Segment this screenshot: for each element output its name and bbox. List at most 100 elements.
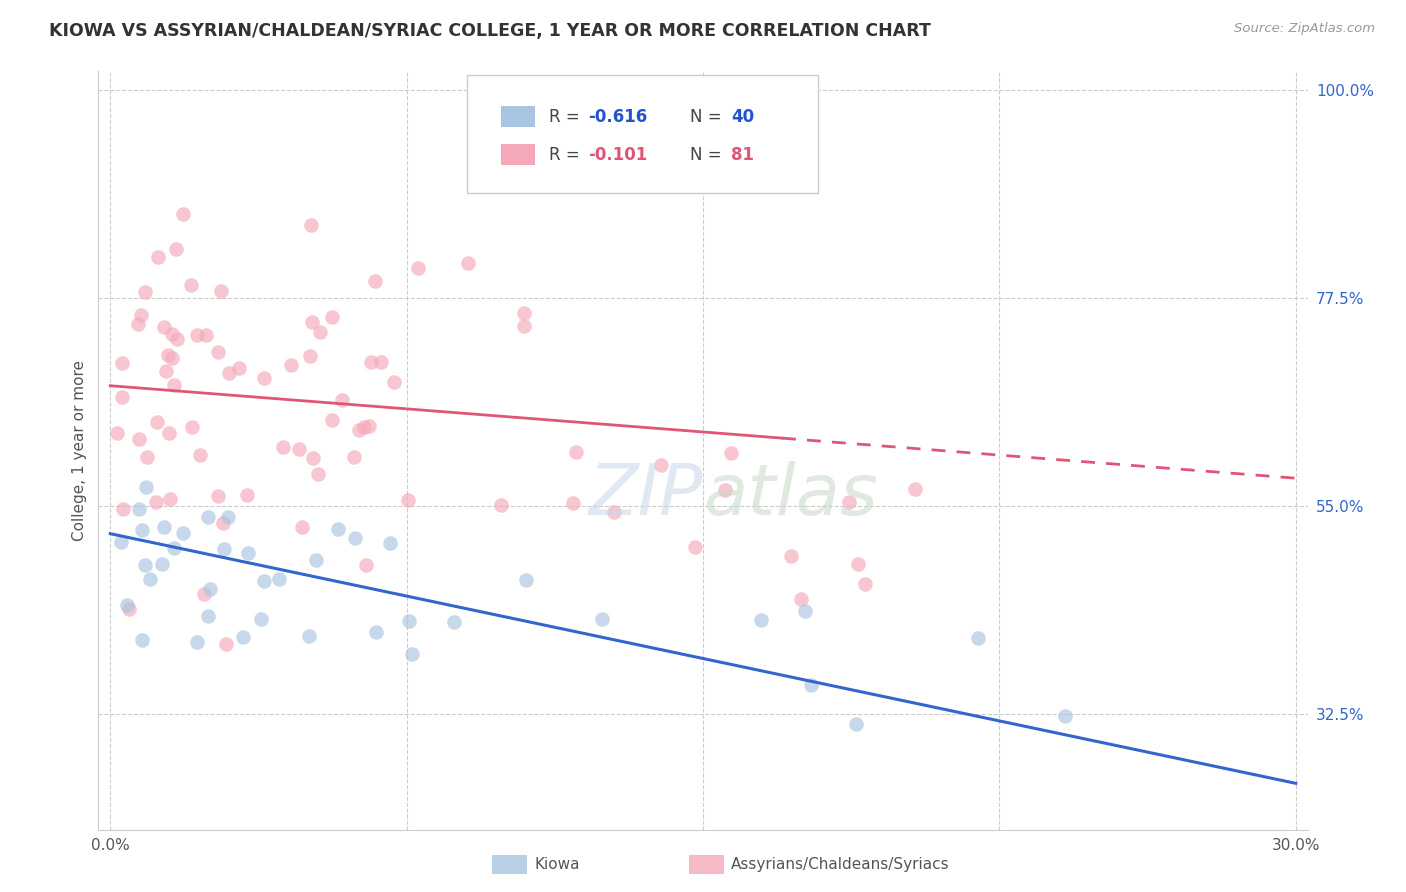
Point — [128, 501, 150, 516]
Point — [253, 370, 276, 384]
Point — [370, 355, 392, 369]
Point — [357, 418, 380, 433]
Text: N =: N = — [690, 108, 727, 126]
Point — [186, 327, 208, 342]
Point — [269, 572, 291, 586]
Point — [218, 366, 240, 380]
Point — [382, 376, 405, 390]
Point — [172, 207, 194, 221]
Point — [396, 492, 419, 507]
Point — [197, 509, 219, 524]
Point — [591, 612, 613, 626]
Text: 40: 40 — [731, 108, 754, 126]
Point — [155, 364, 177, 378]
Point — [650, 458, 672, 473]
Point — [157, 426, 180, 441]
Point — [308, 325, 330, 339]
Point — [128, 432, 150, 446]
Point — [356, 558, 378, 573]
Point — [163, 378, 186, 392]
Point — [212, 516, 235, 530]
Point — [280, 358, 302, 372]
Point — [207, 490, 229, 504]
Point — [131, 523, 153, 537]
Point — [188, 448, 211, 462]
Point — [193, 586, 215, 600]
Point — [228, 361, 250, 376]
Point — [129, 308, 152, 322]
Text: Kiowa: Kiowa — [534, 857, 579, 871]
Point — [146, 250, 169, 264]
Point — [214, 541, 236, 556]
Point — [136, 450, 159, 464]
Point — [273, 440, 295, 454]
Point — [217, 509, 239, 524]
Point — [380, 536, 402, 550]
Point — [800, 678, 823, 692]
Point — [238, 546, 260, 560]
Point — [291, 520, 314, 534]
FancyBboxPatch shape — [467, 75, 818, 193]
Point — [232, 630, 254, 644]
Point — [343, 450, 366, 464]
Point — [111, 502, 134, 516]
Point — [603, 504, 626, 518]
Point — [344, 531, 367, 545]
Point — [681, 173, 703, 187]
Point — [172, 525, 194, 540]
Text: N =: N = — [690, 145, 727, 164]
Point — [967, 631, 990, 645]
Bar — [501, 145, 534, 165]
Point — [838, 495, 860, 509]
Point — [134, 285, 156, 299]
Point — [118, 601, 141, 615]
Point — [207, 345, 229, 359]
Point — [364, 274, 387, 288]
Text: R =: R = — [550, 108, 585, 126]
Point — [846, 557, 869, 571]
Point — [163, 541, 186, 555]
Point — [457, 256, 479, 270]
Point — [115, 598, 138, 612]
Point — [443, 615, 465, 629]
Point — [749, 613, 772, 627]
Text: KIOWA VS ASSYRIAN/CHALDEAN/SYRIAC COLLEGE, 1 YEAR OR MORE CORRELATION CHART: KIOWA VS ASSYRIAN/CHALDEAN/SYRIAC COLLEG… — [49, 22, 931, 40]
Point — [794, 604, 817, 618]
Point — [111, 391, 134, 405]
Point — [159, 492, 181, 507]
Point — [853, 577, 876, 591]
Point — [195, 328, 218, 343]
Point — [253, 574, 276, 589]
Bar — [501, 106, 534, 128]
Text: -0.616: -0.616 — [588, 108, 647, 126]
Point — [780, 549, 803, 563]
Point — [305, 553, 328, 567]
Point — [236, 488, 259, 502]
Point — [366, 625, 388, 640]
Point — [904, 482, 927, 496]
Point — [160, 327, 183, 342]
Point — [215, 637, 238, 651]
Point — [110, 534, 132, 549]
Text: 81: 81 — [731, 145, 754, 164]
Point — [180, 278, 202, 293]
Point — [326, 522, 349, 536]
Point — [105, 426, 128, 441]
Point — [186, 634, 208, 648]
Point — [353, 420, 375, 434]
Point — [302, 451, 325, 466]
Point — [197, 609, 219, 624]
Text: atlas: atlas — [703, 461, 877, 531]
Point — [307, 467, 329, 481]
Point — [131, 632, 153, 647]
Text: ZIP: ZIP — [589, 461, 703, 531]
Point — [111, 356, 134, 370]
Point — [301, 314, 323, 328]
Point — [250, 612, 273, 626]
Point — [321, 310, 343, 325]
Point — [515, 573, 537, 587]
Point — [153, 320, 176, 334]
Text: Source: ZipAtlas.com: Source: ZipAtlas.com — [1234, 22, 1375, 36]
Point — [181, 419, 204, 434]
Point — [683, 540, 706, 554]
